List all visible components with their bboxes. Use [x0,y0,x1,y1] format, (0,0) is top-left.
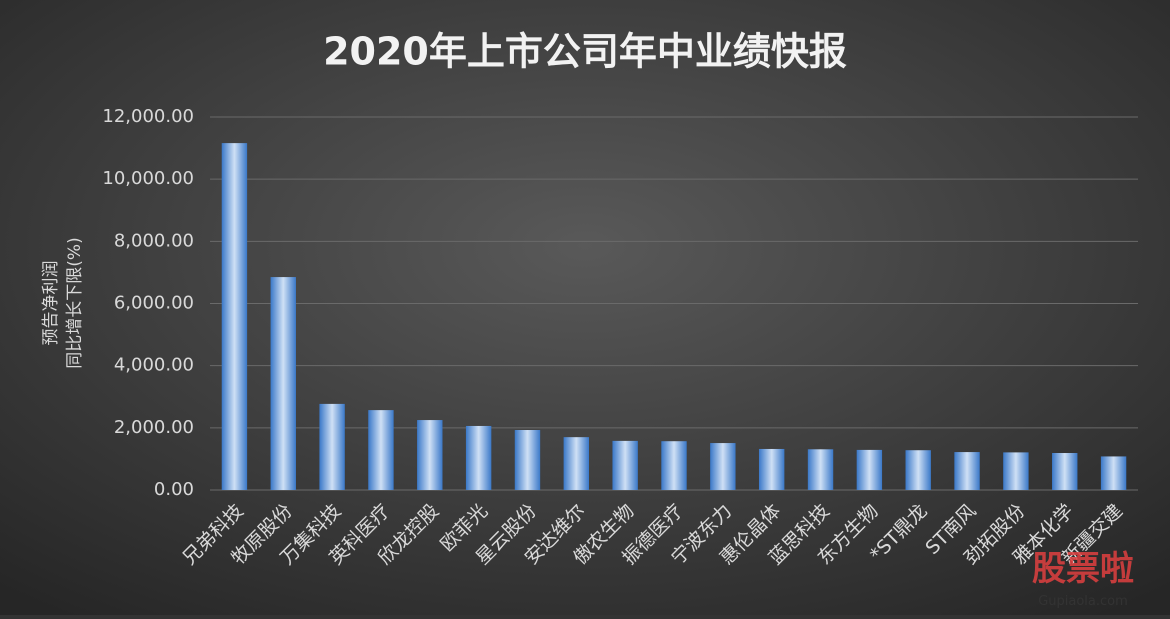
bar [856,449,883,490]
watermark: 股票啦 [1032,549,1134,589]
y-tick-label: 12,000.00 [102,106,194,127]
y-tick-label: 6,000.00 [114,293,194,314]
bar [1003,452,1029,490]
bar [954,452,980,490]
y-tick-label: 10,000.00 [102,168,194,189]
bar [612,440,638,490]
y-tick-label: 0.00 [154,479,194,500]
bar [758,448,785,490]
bar [270,277,296,490]
bar [807,449,834,490]
bar [1052,453,1078,490]
bar [1100,456,1127,490]
y-axis-label: 预告净利润 同比增长下限(%) [41,237,85,368]
bar [905,450,931,490]
bar [221,143,248,491]
bar [368,410,394,490]
bar [710,443,736,490]
y-label-line: 预告净利润 [41,261,61,346]
y-label-line: 同比增长下限(%) [65,237,85,368]
y-tick-label: 8,000.00 [114,230,194,251]
chart-title: 2020年上市公司年中业绩快报 [323,30,847,74]
watermark-url: Gupiaola.com [1038,594,1128,609]
bar [465,425,492,490]
bar [417,420,443,490]
y-tick-label: 4,000.00 [114,355,194,376]
bar [514,430,541,490]
y-tick-label: 2,000.00 [114,417,194,438]
bar [563,437,590,490]
bar [319,403,345,490]
bar [661,441,687,490]
